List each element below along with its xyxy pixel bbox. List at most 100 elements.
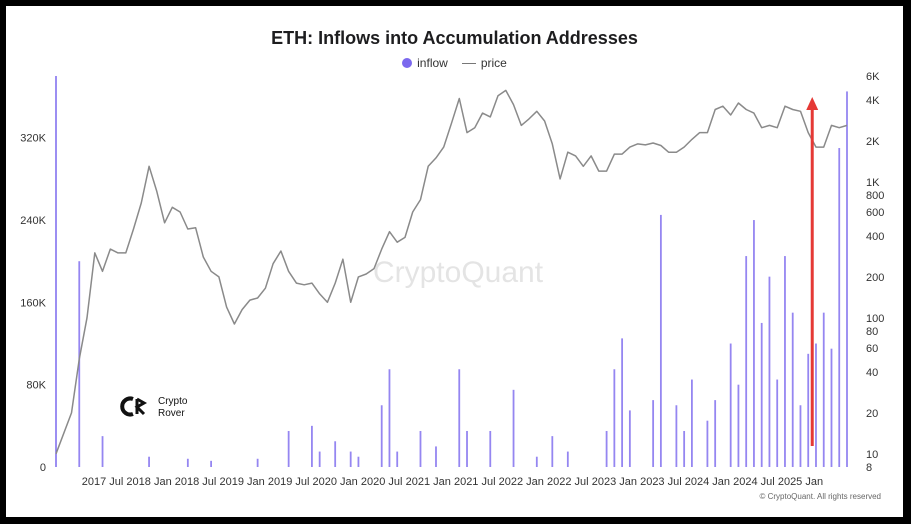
x-tick-label: 2024 Jul	[733, 476, 775, 488]
inflow-bar	[791, 312, 794, 467]
x-tick-label: 2021 Jul	[454, 476, 496, 488]
inflow-bar	[388, 369, 391, 467]
left-tick-label: 0	[40, 462, 46, 474]
inflow-bar	[551, 436, 554, 467]
x-tick-label: 2023 Jan	[592, 476, 637, 488]
inflow-bar	[745, 256, 748, 467]
legend-item-inflow[interactable]: inflow	[402, 56, 448, 70]
inflow-bar	[799, 405, 802, 467]
right-tick-label: 20	[866, 408, 878, 420]
legend-price-label: price	[480, 56, 507, 70]
inflow-bar	[318, 451, 321, 467]
x-tick-label: 2022 Jul	[547, 476, 589, 488]
watermark-text: CryptoQuant	[373, 256, 544, 289]
left-tick-label: 160K	[20, 297, 46, 309]
x-tick-label: 2020 Jan	[313, 476, 358, 488]
brand-logo-r-icon	[134, 397, 148, 416]
inflow-bar	[652, 400, 655, 467]
x-tick-label: 2017 Jul	[82, 476, 124, 488]
right-tick-label: 2K	[866, 136, 880, 148]
inflow-bar	[753, 220, 755, 467]
inflow-bar	[815, 343, 817, 467]
inflow-bar	[512, 389, 515, 467]
x-tick-label: 2024 Jan	[685, 476, 730, 488]
inflow-bar	[621, 338, 624, 467]
price-line	[55, 89, 848, 455]
x-tick-label: 2018 Jan	[126, 476, 171, 488]
left-tick-label: 80K	[26, 380, 46, 392]
inflow-bar	[186, 458, 189, 467]
inflow-bar	[784, 256, 786, 467]
left-tick-label: 320K	[20, 133, 46, 145]
right-tick-label: 100	[866, 313, 884, 325]
annotation-arrow-head	[806, 97, 819, 110]
inflow-bar	[287, 430, 290, 467]
inflow-bar	[101, 436, 104, 467]
x-tick-label: 2023 Jul	[640, 476, 682, 488]
inflow-bar	[380, 405, 383, 467]
inflow-bar	[210, 460, 212, 467]
inflow-bar	[396, 451, 399, 467]
inflow-bar	[605, 430, 608, 467]
x-tick-label: 2022 Jan	[499, 476, 544, 488]
brand-name-line1: Crypto	[158, 396, 188, 407]
inflow-bar	[349, 451, 352, 467]
inflow-bar	[706, 420, 709, 467]
inflow-bar	[566, 451, 569, 467]
right-tick-label: 40	[866, 367, 878, 379]
right-tick-label: 1K	[866, 177, 880, 189]
inflow-bar	[714, 400, 717, 467]
inflow-bar	[628, 410, 631, 467]
x-tick-label: 2020 Jul	[361, 476, 403, 488]
inflow-bar	[729, 343, 732, 467]
legend-price-swatch	[461, 62, 476, 64]
inflow-bar	[256, 458, 259, 467]
right-tick-label: 6K	[866, 71, 880, 83]
inflow-bar	[458, 369, 461, 467]
right-tick-label: 400	[866, 231, 884, 243]
inflow-bar	[776, 379, 779, 467]
x-tick-label: 2019 Jul	[268, 476, 310, 488]
right-tick-label: 4K	[866, 95, 880, 107]
inflow-bar	[846, 91, 848, 468]
chart-title: ETH: Inflows into Accumulation Addresses	[271, 28, 638, 48]
inflow-bar	[830, 348, 833, 467]
legend-inflow-swatch	[402, 58, 413, 68]
right-tick-label: 800	[866, 190, 884, 202]
inflow-bar	[768, 276, 771, 467]
brand-name-line2: Rover	[158, 408, 185, 419]
inflow-bar	[334, 441, 337, 467]
inflow-bar	[838, 148, 841, 468]
right-tick-label: 80	[866, 326, 878, 338]
inflow-bar	[675, 405, 678, 467]
legend-inflow-label: inflow	[417, 56, 448, 70]
copyright-text: © CryptoQuant. All rights reserved	[760, 492, 882, 501]
inflow-bar	[807, 353, 810, 467]
right-tick-label: 600	[866, 207, 884, 219]
right-tick-label: 8	[866, 462, 872, 474]
inflow-bar	[148, 456, 150, 467]
inflow-bar	[435, 446, 437, 467]
x-tick-label: 2018 Jul	[175, 476, 217, 488]
inflow-bar	[311, 425, 313, 467]
chart-plot: CryptoQuant 0 80K 160K 240K 320K 810 20 40 60 8010…	[20, 71, 884, 501]
inflow-bar	[822, 312, 825, 467]
inflow-bar	[535, 456, 538, 467]
right-tick-label: 10	[866, 449, 878, 461]
legend-item-price[interactable]: price	[461, 56, 507, 70]
x-tick-label: 2025 Jan	[778, 476, 823, 488]
inflow-bar	[760, 322, 763, 467]
inflow-bar	[737, 384, 740, 467]
right-tick-label: 60	[866, 343, 878, 355]
inflow-bar	[466, 430, 468, 467]
inflow-bar	[419, 430, 422, 467]
chart-card: ETH: Inflows into Accumulation Addresses…	[6, 6, 903, 517]
right-tick-label: 200	[866, 272, 884, 284]
inflow-bar	[691, 379, 693, 467]
inflow-bar	[489, 430, 492, 467]
brand-logo-icon	[120, 396, 134, 417]
chart-legend: inflow price	[6, 56, 903, 70]
inflow-bar	[357, 456, 360, 467]
x-tick-label: 2019 Jan	[219, 476, 264, 488]
